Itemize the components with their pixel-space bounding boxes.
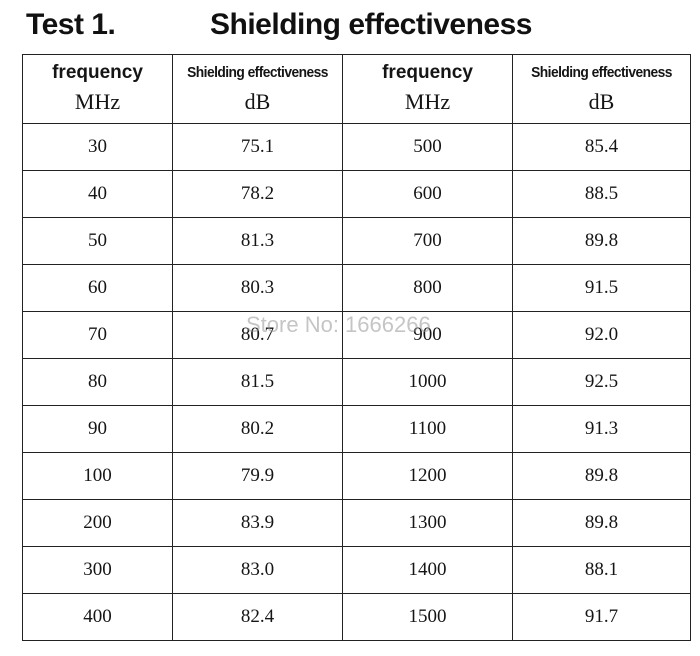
- table-row: 400 82.4: [22, 593, 343, 641]
- table-row: 100 79.9: [22, 452, 343, 500]
- table-row: 1500 91.7: [342, 593, 691, 641]
- frequency-cell: 300: [22, 546, 173, 594]
- shielding-value-cell: 75.1: [172, 123, 343, 171]
- frequency-cell: 60: [22, 264, 173, 312]
- table-row: 500 85.4: [342, 123, 691, 171]
- table-row: 60 80.3: [22, 264, 343, 312]
- frequency-cell: 50: [22, 217, 173, 265]
- frequency-header: frequency MHz: [342, 54, 513, 124]
- shielding-value-cell: 89.8: [512, 452, 691, 500]
- table-row: 300 83.0: [22, 546, 343, 594]
- table-row: 1200 89.8: [342, 452, 691, 500]
- se-header: Shielding effectiveness dB: [172, 54, 343, 124]
- shielding-value-cell: 88.1: [512, 546, 691, 594]
- table-row: 1100 91.3: [342, 405, 691, 453]
- shielding-value-cell: 80.7: [172, 311, 343, 359]
- test-label: Test 1.: [26, 8, 116, 41]
- table-header-row: frequency MHz Shielding effectiveness dB: [22, 54, 343, 124]
- frequency-cell: 100: [22, 452, 173, 500]
- frequency-cell: 80: [22, 358, 173, 406]
- table-row: 30 75.1: [22, 123, 343, 171]
- table-row: 200 83.9: [22, 499, 343, 547]
- shielding-value-cell: 91.3: [512, 405, 691, 453]
- shielding-value-cell: 89.8: [512, 499, 691, 547]
- shielding-value-cell: 81.5: [172, 358, 343, 406]
- table-row: 70 80.7: [22, 311, 343, 359]
- frequency-cell: 200: [22, 499, 173, 547]
- shielding-tables: frequency MHz Shielding effectiveness dB…: [22, 54, 691, 641]
- frequency-header-unit: MHz: [404, 89, 451, 114]
- table-row: 40 78.2: [22, 170, 343, 218]
- shielding-value-cell: 82.4: [172, 593, 343, 641]
- left-data-table: frequency MHz Shielding effectiveness dB…: [22, 54, 343, 641]
- frequency-cell: 40: [22, 170, 173, 218]
- table-row: 90 80.2: [22, 405, 343, 453]
- frequency-cell: 30: [22, 123, 173, 171]
- se-header-label: Shielding effectiveness: [531, 64, 672, 81]
- frequency-cell: 1400: [342, 546, 513, 594]
- frequency-cell: 800: [342, 264, 513, 312]
- shielding-value-cell: 83.9: [172, 499, 343, 547]
- table-row: 1300 89.8: [342, 499, 691, 547]
- se-header-label: Shielding effectiveness: [187, 64, 328, 81]
- shielding-value-cell: 88.5: [512, 170, 691, 218]
- shielding-value-cell: 78.2: [172, 170, 343, 218]
- shielding-value-cell: 92.0: [512, 311, 691, 359]
- shielding-value-cell: 80.3: [172, 264, 343, 312]
- table-header-row: frequency MHz Shielding effectiveness dB: [342, 54, 691, 124]
- shielding-value-cell: 85.4: [512, 123, 691, 171]
- table-row: 600 88.5: [342, 170, 691, 218]
- shielding-value-cell: 89.8: [512, 217, 691, 265]
- frequency-header: frequency MHz: [22, 54, 173, 124]
- frequency-header-unit: MHz: [74, 89, 121, 114]
- frequency-cell: 400: [22, 593, 173, 641]
- table-row: 700 89.8: [342, 217, 691, 265]
- frequency-cell: 1000: [342, 358, 513, 406]
- shielding-value-cell: 80.2: [172, 405, 343, 453]
- frequency-header-label: frequency: [382, 62, 473, 83]
- frequency-cell: 70: [22, 311, 173, 359]
- frequency-cell: 1100: [342, 405, 513, 453]
- shielding-value-cell: 79.9: [172, 452, 343, 500]
- shielding-value-cell: 91.5: [512, 264, 691, 312]
- page-heading: Test 1. Shielding effectiveness: [26, 8, 532, 42]
- page-title: Shielding effectiveness: [210, 8, 532, 41]
- frequency-cell: 700: [342, 217, 513, 265]
- table-row: 1400 88.1: [342, 546, 691, 594]
- table-row: 80 81.5: [22, 358, 343, 406]
- table-row: 1000 92.5: [342, 358, 691, 406]
- se-header-unit: dB: [244, 89, 271, 114]
- frequency-cell: 900: [342, 311, 513, 359]
- table-row: 800 91.5: [342, 264, 691, 312]
- frequency-cell: 1200: [342, 452, 513, 500]
- right-data-table: frequency MHz Shielding effectiveness dB…: [342, 54, 691, 641]
- frequency-cell: 1300: [342, 499, 513, 547]
- se-header: Shielding effectiveness dB: [512, 54, 691, 124]
- shielding-value-cell: 91.7: [512, 593, 691, 641]
- frequency-cell: 1500: [342, 593, 513, 641]
- shielding-value-cell: 81.3: [172, 217, 343, 265]
- frequency-cell: 90: [22, 405, 173, 453]
- frequency-header-label: frequency: [52, 62, 143, 83]
- table-row: 50 81.3: [22, 217, 343, 265]
- se-header-unit: dB: [588, 89, 615, 114]
- frequency-cell: 500: [342, 123, 513, 171]
- shielding-value-cell: 92.5: [512, 358, 691, 406]
- shielding-value-cell: 83.0: [172, 546, 343, 594]
- frequency-cell: 600: [342, 170, 513, 218]
- table-row: 900 92.0: [342, 311, 691, 359]
